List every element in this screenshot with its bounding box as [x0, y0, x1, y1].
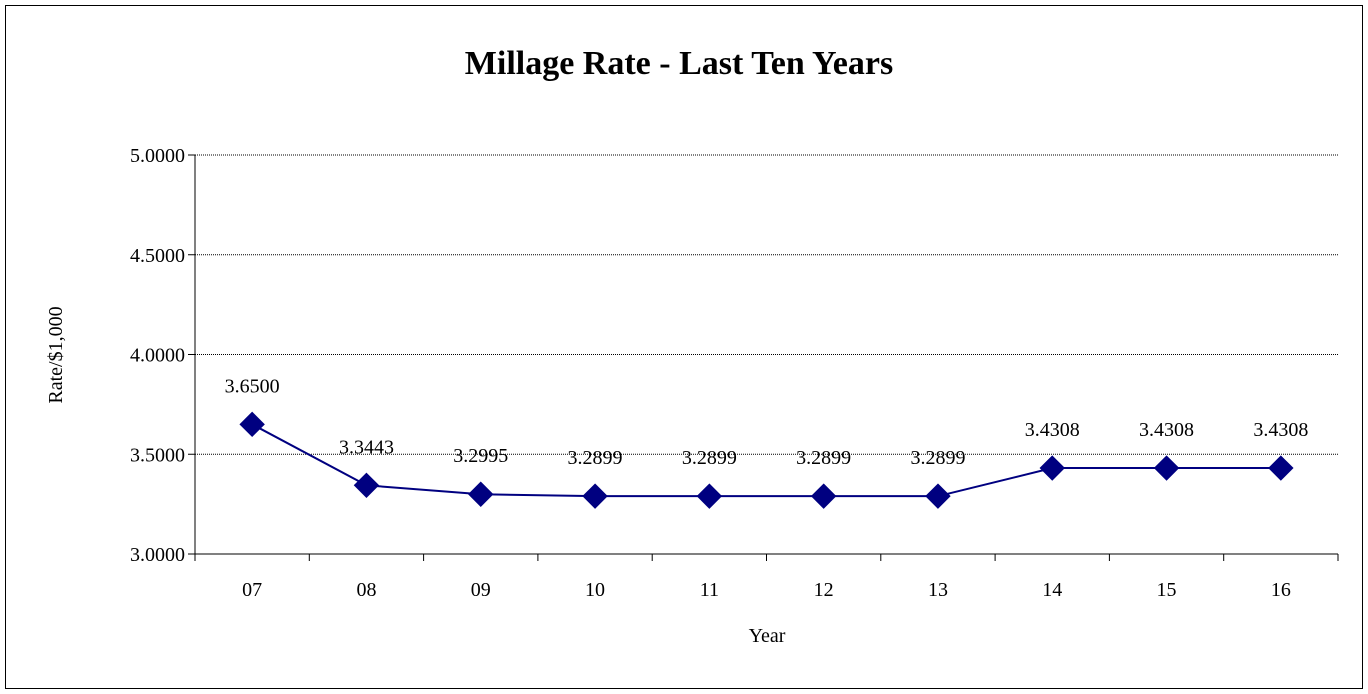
x-tick-label: 07: [242, 579, 262, 601]
x-tick-label: 10: [585, 579, 605, 601]
data-point-marker: [696, 483, 723, 509]
series-line: [251, 423, 1281, 498]
y-tick-label: 3.5000: [130, 444, 185, 466]
y-tick-label: 4.0000: [130, 345, 185, 367]
data-point-marker: [1153, 455, 1180, 481]
data-label: 3.6500: [225, 375, 280, 397]
x-axis-title: Year: [749, 625, 786, 647]
data-point-marker: [353, 472, 380, 499]
y-axis-title: Rate/$1,000: [45, 306, 67, 403]
data-label: 3.2899: [910, 447, 965, 469]
data-label: 3.2995: [453, 445, 508, 467]
series-line: [251, 423, 1281, 498]
chart-title: Millage Rate - Last Ten Years: [465, 45, 893, 82]
data-label: 3.2899: [568, 447, 623, 469]
data-point-marker: [810, 483, 837, 509]
data-point-marker: [239, 411, 265, 438]
data-point-marker: [1039, 455, 1065, 481]
gridlines: [195, 154, 1338, 455]
data-point-marker: [925, 483, 951, 509]
data-label: 3.2899: [682, 447, 737, 469]
data-label: 3.4308: [1253, 419, 1308, 441]
x-tick-label: 08: [356, 579, 376, 601]
data-point-marker: [1268, 455, 1294, 481]
chart-frame: [5, 5, 1363, 689]
data-point-marker: [468, 481, 494, 507]
y-tick-label: 5.0000: [130, 145, 185, 167]
data-label: 3.2899: [796, 447, 851, 469]
data-point-marker: [582, 483, 608, 509]
data-label: 3.4308: [1139, 419, 1194, 441]
x-tick-label: 09: [471, 579, 491, 601]
data-labels: 3.6500 3.3443 3.2995 3.2899 3.2899 3.2899 3.28…: [225, 375, 1309, 469]
x-tick-label: 11: [700, 579, 719, 601]
x-tick-label: 12: [814, 579, 834, 601]
series-markers: [239, 411, 1294, 509]
data-label: 3.4308: [1025, 419, 1080, 441]
axes: 3.0000 3.5000 4.0000 4.5000 5.0000 07 08 09 10 11…: [130, 145, 1339, 601]
y-tick-label: 4.5000: [130, 245, 185, 267]
y-tick-label: 3.0000: [130, 544, 185, 566]
data-label: 3.3443: [339, 436, 394, 458]
x-tick-label: 13: [928, 579, 948, 601]
x-tick-label: 14: [1042, 579, 1062, 601]
x-tick-label: 15: [1157, 579, 1177, 601]
x-tick-label: 16: [1271, 579, 1291, 601]
